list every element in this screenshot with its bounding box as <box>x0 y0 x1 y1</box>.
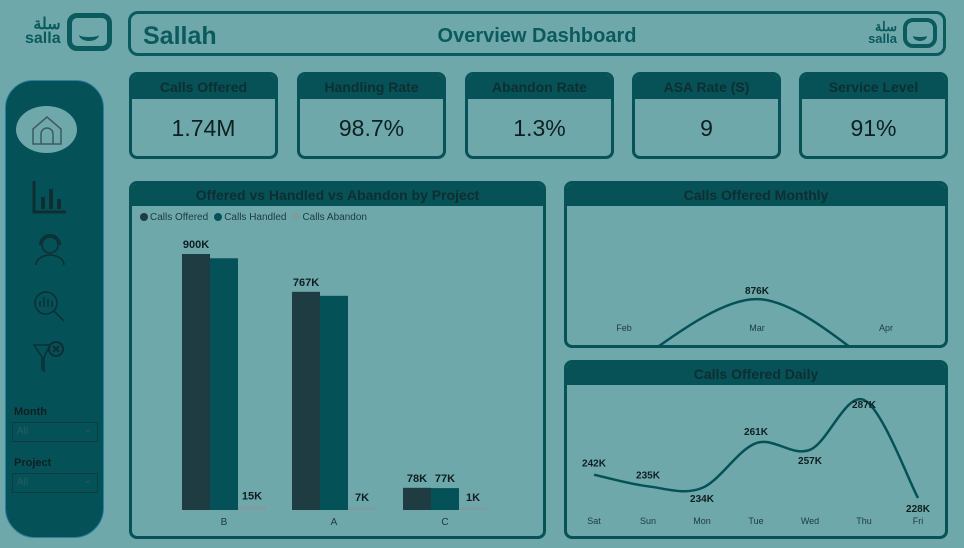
bar-B-0 <box>182 254 210 510</box>
home-button[interactable] <box>16 106 77 153</box>
kpi-label: Service Level <box>802 75 945 99</box>
daily-chart-panel: Calls Offered Daily 242K Sat 235K Sun 234K Mo… <box>564 360 948 539</box>
logo-arabic: سلة <box>874 19 897 35</box>
x-tick-label: A <box>331 517 338 528</box>
x-tick-label: Apr <box>879 323 893 333</box>
support-agent-icon[interactable] <box>32 231 68 267</box>
x-tick-label: Thu <box>856 516 872 526</box>
logo-latin: salla <box>868 31 897 46</box>
series-line <box>658 297 850 345</box>
kpi-value: 91% <box>850 115 897 141</box>
data-label: 242K <box>582 459 607 470</box>
project-filter-value: All <box>17 477 29 488</box>
logo-arabic: سلة <box>33 15 61 33</box>
kpi-value: 1.3% <box>513 115 566 141</box>
salla-logo: سلة salla <box>25 13 112 51</box>
bar-C-0 <box>403 487 431 510</box>
kpi-service-level: Service Level 91% <box>799 72 948 159</box>
legend-label: Calls Offered <box>150 212 209 223</box>
sidebar: Month All ⌄ Project All ⌄ <box>5 80 104 538</box>
legend-item[interactable]: Calls Offered <box>140 212 208 223</box>
kpi-handling-rate: Handling Rate 98.7% <box>297 72 446 159</box>
x-tick-label: Mar <box>749 323 765 333</box>
logo-latin: salla <box>25 30 61 47</box>
data-label: 767K <box>293 277 319 289</box>
data-label: 234K <box>690 494 715 505</box>
project-filter-label: Project <box>14 457 52 469</box>
chart-legend: Calls Offered Calls Handled Calls Abando… <box>140 212 367 223</box>
analytics-search-icon[interactable] <box>32 289 68 325</box>
bar-A-2 <box>348 507 376 510</box>
kpi-label: ASA Rate (S) <box>635 75 778 99</box>
month-filter-dropdown[interactable]: All ⌄ <box>12 422 98 442</box>
bag-logo-icon <box>66 13 112 51</box>
clear-filter-icon[interactable] <box>32 339 68 375</box>
x-tick-label: Tue <box>748 516 763 526</box>
monthly-chart-panel: Calls Offered Monthly 446KFeb876KMar422K… <box>564 181 948 348</box>
bag-logo-icon <box>903 18 937 48</box>
legend-item[interactable]: Calls Handled <box>214 212 286 223</box>
kpi-calls-offered: Calls Offered 1.74M <box>129 72 278 159</box>
data-label: 15K <box>242 491 262 503</box>
legend-label: Calls Handled <box>224 212 287 223</box>
x-tick-label: Fri <box>913 516 924 526</box>
kpi-label: Handling Rate <box>300 75 443 99</box>
x-tick-label: C <box>441 517 448 528</box>
page-title: Overview Dashboard <box>437 25 637 47</box>
kpi-value: 98.7% <box>338 115 405 141</box>
chevron-down-icon: ⌄ <box>83 475 92 486</box>
data-label: 287K <box>852 400 877 411</box>
bar-chart: 900K 15K B 767K 7K A 78K 77K 1K C <box>182 239 487 528</box>
month-filter-label: Month <box>14 406 47 418</box>
bar-C-1 <box>431 488 459 510</box>
x-tick-label: Sat <box>587 516 601 526</box>
kpi-abandon-rate: Abandon Rate 1.3% <box>465 72 614 159</box>
bar-A-1 <box>320 295 348 510</box>
kpi-label: Calls Offered <box>132 75 275 99</box>
data-label: 77K <box>435 473 455 485</box>
project-filter-dropdown[interactable]: All ⌄ <box>12 473 98 493</box>
data-label: 900K <box>183 239 209 251</box>
chart-title: Calls Offered Daily <box>567 363 945 385</box>
x-tick-label: Sun <box>640 516 656 526</box>
legend-label: Calls Abandon <box>302 212 367 223</box>
series-line <box>593 398 920 499</box>
x-tick-label: Wed <box>801 516 819 526</box>
legend-item[interactable]: Calls Abandon <box>292 212 367 223</box>
month-filter-value: All <box>17 426 29 437</box>
header-logo: سلة salla <box>868 18 937 48</box>
data-label: 257K <box>798 456 823 467</box>
kpi-label: Abandon Rate <box>468 75 611 99</box>
data-label: 1K <box>466 492 480 504</box>
home-icon <box>31 115 62 145</box>
x-tick-label: Feb <box>616 323 632 333</box>
bar-chart-panel: Offered vs Handled vs Abandon by Project… <box>129 181 546 539</box>
data-label: 261K <box>744 427 769 438</box>
chart-title: Offered vs Handled vs Abandon by Project <box>132 184 543 206</box>
kpi-value: 9 <box>700 115 713 141</box>
data-label: 876K <box>745 286 770 297</box>
x-tick-label: B <box>221 517 228 528</box>
kpi-asa-rate: ASA Rate (S) 9 <box>632 72 781 159</box>
bar-C-2 <box>459 507 487 510</box>
data-label: 228K <box>906 504 931 515</box>
brand-name: Sallah <box>143 22 217 50</box>
data-label: 78K <box>407 473 427 485</box>
monthly-line-chart: 446KFeb876KMar422KApr <box>616 286 893 345</box>
x-tick-label: Mon <box>693 516 711 526</box>
chart-title: Calls Offered Monthly <box>567 184 945 206</box>
data-label: 7K <box>355 492 369 504</box>
header: Sallah Overview Dashboard سلة salla <box>128 11 946 56</box>
bar-A-0 <box>292 291 320 510</box>
kpi-value: 1.74M <box>171 115 236 141</box>
bar-chart-icon[interactable] <box>32 179 68 215</box>
bar-B-1 <box>210 258 238 510</box>
chevron-down-icon: ⌄ <box>83 424 92 435</box>
bar-B-2 <box>238 505 266 510</box>
data-label: 235K <box>636 470 661 481</box>
daily-line-chart: 242K Sat 235K Sun 234K Mon 261K Tue 257K Wed 287K T… <box>582 398 931 526</box>
